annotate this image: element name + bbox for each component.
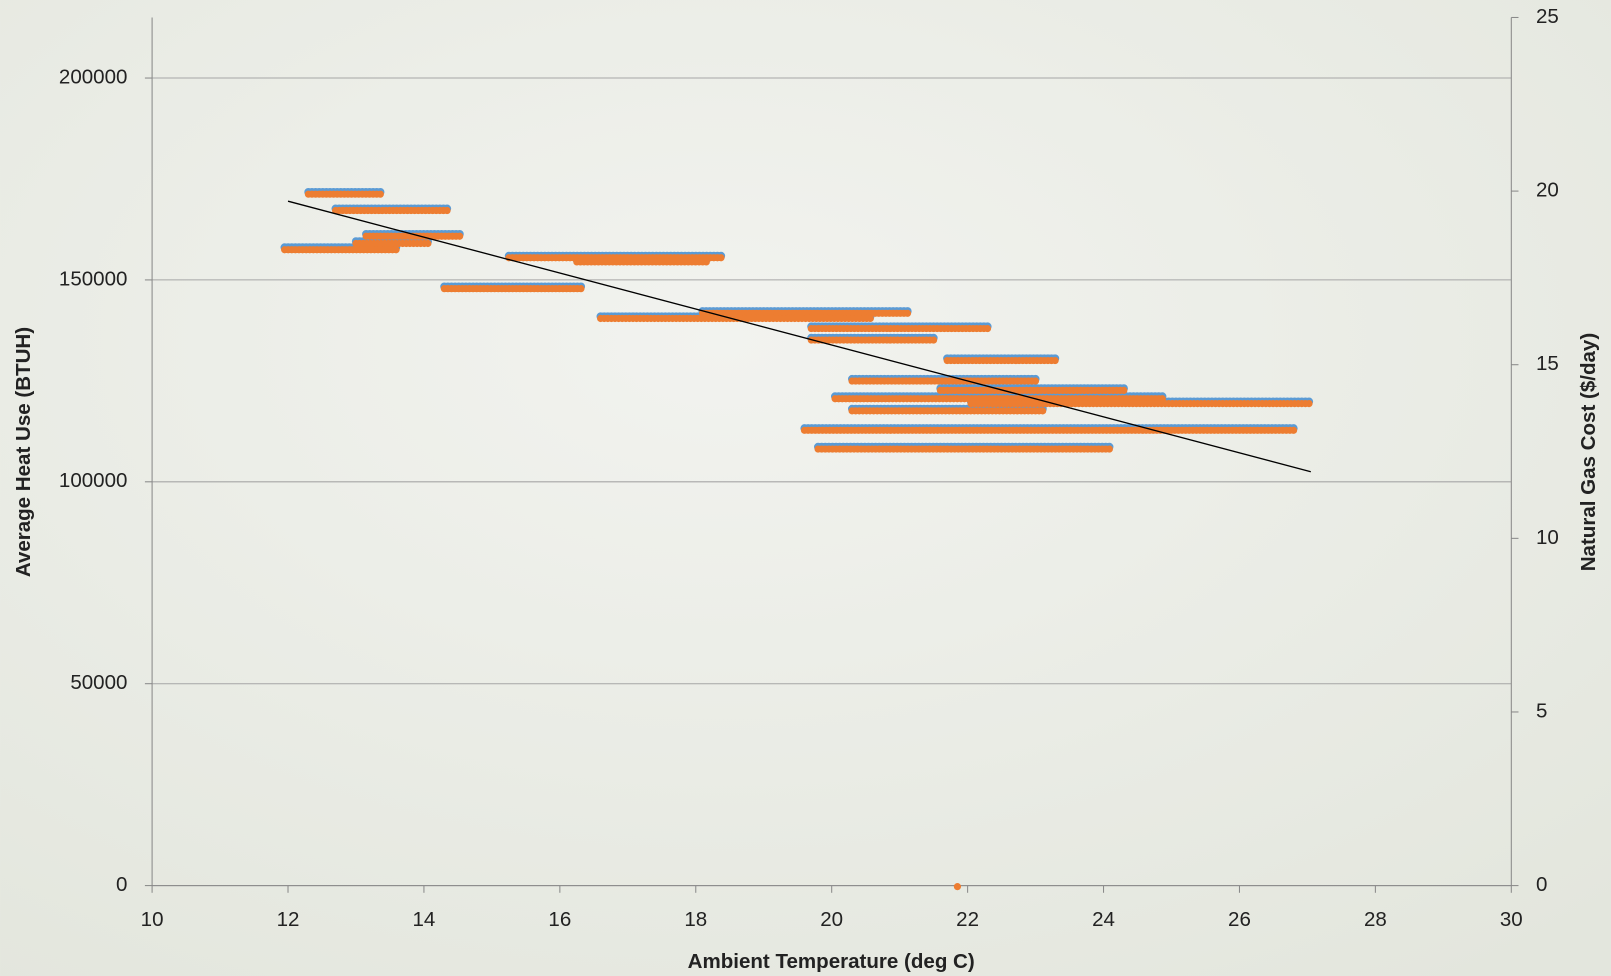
y2-tick-label: 5 bbox=[1536, 699, 1547, 722]
x-tick-label: 14 bbox=[413, 908, 436, 931]
y2-tick-label: 25 bbox=[1536, 5, 1559, 28]
x-tick-label: 12 bbox=[277, 908, 300, 931]
x-tick-label: 18 bbox=[684, 908, 707, 931]
y-tick-label: 0 bbox=[116, 873, 127, 896]
y2-tick-label: 10 bbox=[1536, 526, 1559, 549]
y2-tick-label: 20 bbox=[1536, 179, 1559, 202]
y2-axis-title: Natural Gas Cost ($/day) bbox=[1577, 333, 1600, 571]
y-axis-title: Average Heat Use (BTUH) bbox=[12, 327, 35, 577]
x-tick-label: 24 bbox=[1092, 908, 1115, 931]
x-tick-label: 22 bbox=[956, 908, 979, 931]
y2-tick-label: 0 bbox=[1536, 873, 1547, 896]
background bbox=[0, 0, 1611, 976]
x-tick-label: 20 bbox=[820, 908, 843, 931]
y-tick-label: 50000 bbox=[70, 671, 127, 694]
x-tick-label: 26 bbox=[1228, 908, 1251, 931]
y-tick-label: 150000 bbox=[59, 267, 128, 290]
y2-tick-label: 15 bbox=[1536, 352, 1559, 375]
x-tick-label: 10 bbox=[141, 908, 164, 931]
x-tick-label: 16 bbox=[548, 908, 571, 931]
chart: Ambient Temperature (deg C) Average Heat… bbox=[0, 0, 1611, 976]
x-tick-label: 30 bbox=[1500, 908, 1523, 931]
y-tick-label: 200000 bbox=[59, 65, 128, 88]
page: Ambient Temperature (deg C) Average Heat… bbox=[0, 0, 1611, 976]
x-tick-label: 28 bbox=[1364, 908, 1387, 931]
y-tick-label: 100000 bbox=[59, 469, 128, 492]
x-axis-title: Ambient Temperature (deg C) bbox=[688, 950, 975, 973]
